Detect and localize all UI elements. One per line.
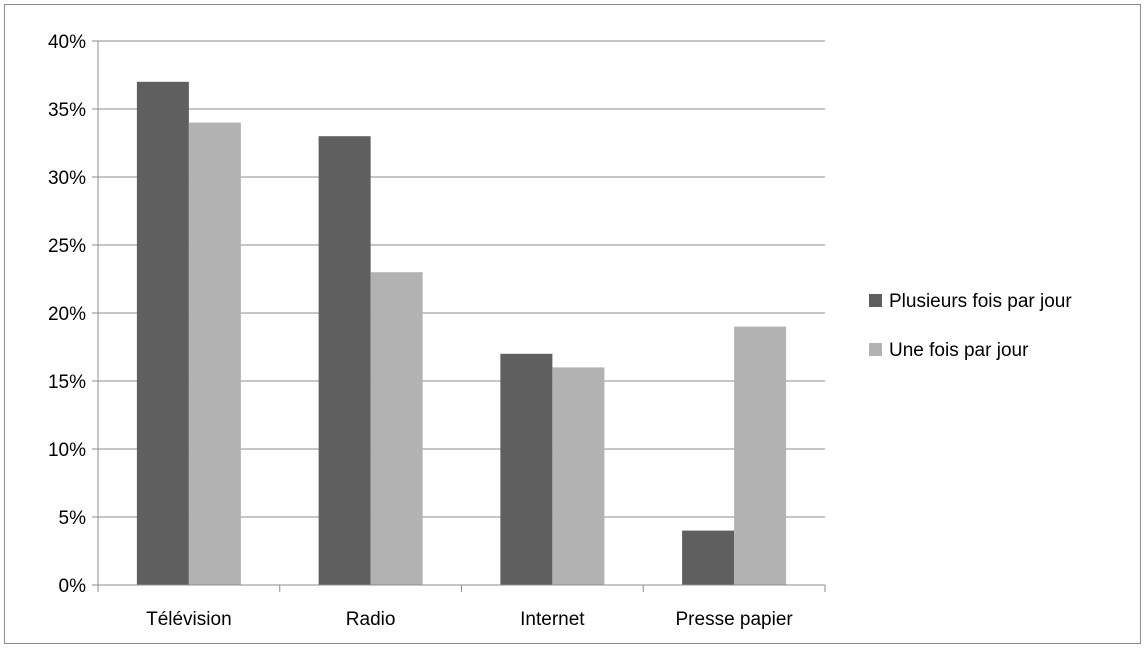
axes	[92, 40, 826, 592]
x-tick-label: Télévision	[146, 609, 232, 630]
x-tick-label: Radio	[346, 609, 396, 630]
y-tick-labels: 0% 5% 10% 15% 20% 25% 30% 35% 40%	[48, 32, 86, 597]
bar-une-0	[188, 122, 241, 585]
bar-plusieurs-0	[136, 81, 189, 586]
legend-label: Plusieurs fois par jour	[889, 291, 1072, 312]
y-tick-label: 10%	[48, 440, 86, 461]
x-tick-labels: Télévision Radio Internet Presse papier	[146, 609, 793, 630]
y-tick-label: 0%	[59, 576, 87, 597]
bar-une-3	[734, 326, 787, 585]
legend-swatch	[869, 294, 882, 307]
x-tick-label: Presse papier	[676, 609, 794, 630]
bar-une-2	[552, 367, 605, 585]
bar-plusieurs-3	[682, 530, 735, 585]
legend-label: Une fois par jour	[889, 340, 1029, 361]
y-tick-label: 30%	[48, 168, 86, 189]
y-tick-label: 20%	[48, 304, 86, 325]
bars	[136, 81, 787, 586]
y-tick-label: 40%	[48, 32, 86, 53]
y-tick-label: 15%	[48, 372, 86, 393]
y-tick-label: 25%	[48, 236, 86, 257]
bar-une-1	[370, 272, 423, 585]
x-tick-label: Internet	[520, 609, 585, 630]
legend-swatch	[869, 343, 882, 356]
bar-plusieurs-2	[500, 353, 553, 585]
legend: Plusieurs fois par jour Une fois par jour	[869, 291, 1072, 361]
bar-plusieurs-1	[318, 136, 371, 585]
y-tick-label: 35%	[48, 100, 86, 121]
y-tick-label: 5%	[59, 508, 87, 529]
